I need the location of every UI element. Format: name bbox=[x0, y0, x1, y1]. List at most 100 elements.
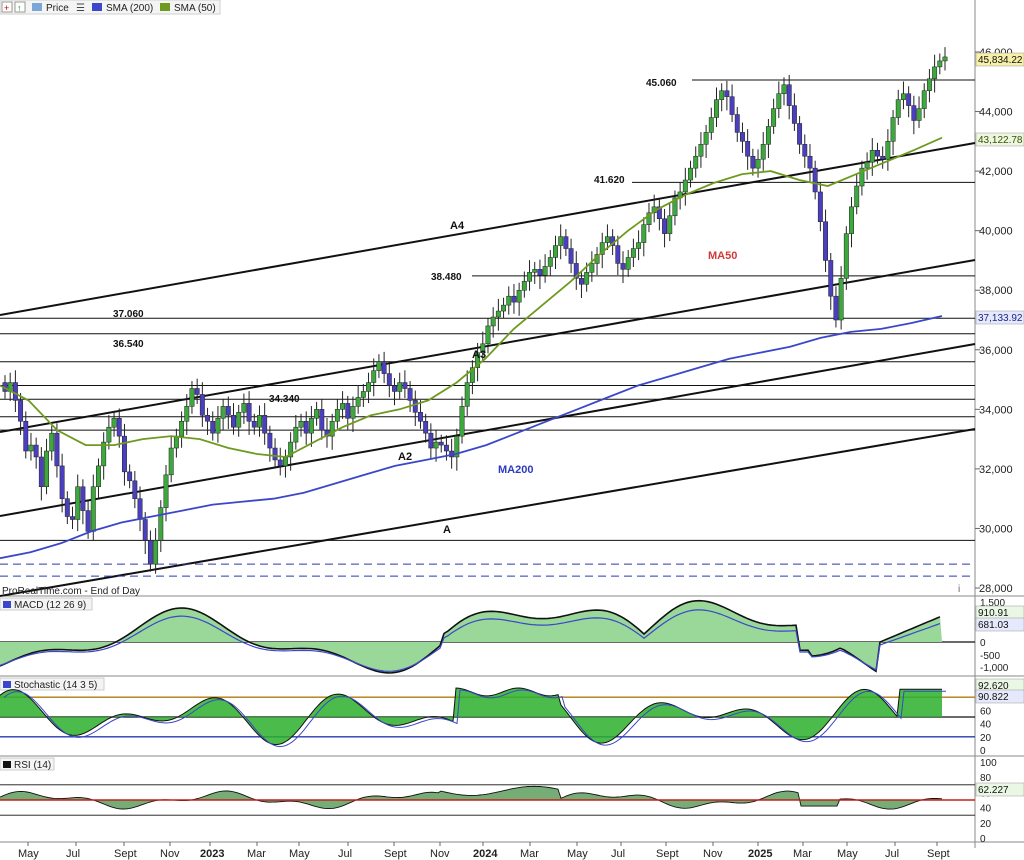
collapse-button[interactable] bbox=[1, 1, 13, 13]
candle-body bbox=[121, 435, 127, 473]
candle-body bbox=[563, 236, 569, 249]
candle-body bbox=[823, 221, 829, 261]
candle-body bbox=[791, 105, 797, 124]
candle-body bbox=[199, 394, 205, 416]
rsi-tick-label: 80 bbox=[980, 773, 992, 784]
candle-body bbox=[599, 242, 605, 255]
candle-body bbox=[443, 444, 449, 452]
candle-body bbox=[765, 126, 771, 145]
stoch-tick-label: 60 bbox=[980, 706, 992, 717]
candle-body bbox=[786, 84, 792, 106]
candle-body bbox=[282, 456, 288, 467]
candle-body bbox=[142, 519, 148, 541]
x-tick-label: Sept bbox=[384, 848, 407, 860]
candle-body bbox=[760, 144, 766, 160]
info-icon[interactable]: i bbox=[958, 584, 960, 595]
price-tick-label: 38,000 bbox=[979, 285, 1013, 297]
candle-body bbox=[688, 167, 693, 181]
candle-body bbox=[438, 441, 444, 446]
rsi-title-box bbox=[0, 757, 55, 771]
value-badges: 45,834.22 43,122.78 37,133.92 bbox=[975, 52, 1024, 325]
channel-line bbox=[0, 142, 976, 316]
candle-body bbox=[911, 105, 917, 121]
candle-body bbox=[708, 117, 714, 133]
candle-body bbox=[28, 444, 34, 452]
candle-body bbox=[54, 432, 60, 467]
legend-sma50-label[interactable]: SMA (50) bbox=[174, 3, 216, 14]
x-tick-label: Sept bbox=[114, 848, 137, 860]
candle-body bbox=[636, 242, 642, 249]
candle-body bbox=[251, 420, 257, 428]
candle-body bbox=[734, 114, 740, 133]
candle-body bbox=[630, 248, 636, 258]
candle-body bbox=[386, 373, 392, 386]
macd-tick-label: -500 bbox=[980, 651, 1000, 662]
candle-body bbox=[314, 409, 320, 419]
candle-body bbox=[771, 108, 777, 127]
candle-body bbox=[75, 486, 81, 520]
candle-body bbox=[147, 540, 153, 565]
candle-body bbox=[360, 391, 366, 398]
x-tick-label: 2025 bbox=[748, 848, 772, 860]
candle-body bbox=[153, 540, 159, 565]
x-tick-label: Jul bbox=[338, 848, 352, 860]
candle-body bbox=[96, 465, 101, 488]
legend-sma200-label[interactable]: SMA (200) bbox=[106, 3, 153, 14]
candle-body bbox=[262, 415, 268, 434]
arrow-up-icon: ↑ bbox=[17, 3, 22, 13]
x-axis: May Jul Sept Nov 2023 Mar May Jul Sept Nov 2024 Mar… bbox=[18, 842, 950, 860]
candle-body bbox=[18, 400, 24, 422]
x-tick-label: May bbox=[837, 848, 858, 860]
list-icon[interactable]: ☰ bbox=[76, 3, 85, 14]
candle-body bbox=[469, 367, 475, 383]
candle-body bbox=[604, 236, 610, 243]
candle-body bbox=[490, 316, 496, 327]
rsi-tick-label: 0 bbox=[980, 834, 986, 845]
rsi-panel: RSI (14)10080604020062.227 bbox=[0, 757, 1024, 845]
x-tick-label: Mar bbox=[793, 848, 812, 860]
candle-body bbox=[740, 132, 745, 142]
candle-body bbox=[932, 66, 938, 80]
macd-tick-label: -1,000 bbox=[980, 663, 1009, 674]
candle-body bbox=[579, 278, 584, 285]
candle-body bbox=[921, 90, 927, 109]
candle-body bbox=[459, 406, 465, 437]
price-tick-label: 44,000 bbox=[979, 107, 1013, 119]
x-tick-label: Nov bbox=[160, 848, 180, 860]
x-tick-label: May bbox=[18, 848, 39, 860]
candle-body bbox=[817, 191, 823, 222]
candle-body bbox=[662, 218, 668, 234]
candle-body bbox=[693, 155, 699, 169]
stoch-tick-label: 20 bbox=[980, 733, 992, 744]
rsi-tick-label: 40 bbox=[980, 804, 992, 815]
level-label: 34.340 bbox=[269, 394, 300, 405]
candle-body bbox=[194, 388, 200, 395]
candle-body bbox=[875, 150, 880, 157]
price-tick-label: 42,000 bbox=[979, 166, 1013, 178]
x-tick-label: Nov bbox=[703, 848, 723, 860]
candle-body bbox=[308, 418, 314, 434]
x-tick-label: 2023 bbox=[200, 848, 224, 860]
stoch-swatch bbox=[3, 681, 11, 688]
value-badge-text: 90.822 bbox=[978, 692, 1009, 703]
level-label: 38.480 bbox=[431, 272, 462, 283]
level-label: 41.620 bbox=[594, 175, 625, 186]
legend-price-label[interactable]: Price bbox=[46, 3, 69, 14]
candle-body bbox=[334, 409, 340, 422]
candle-body bbox=[854, 185, 860, 208]
candle-body bbox=[558, 236, 564, 246]
candle-body bbox=[812, 167, 818, 193]
candle-body bbox=[173, 435, 179, 449]
add-indicator-button[interactable] bbox=[14, 1, 26, 13]
candle-body bbox=[942, 56, 948, 62]
candle-body bbox=[220, 406, 226, 419]
candle-body bbox=[257, 415, 262, 428]
rsi-tick-label: 100 bbox=[980, 758, 997, 769]
candle-body bbox=[428, 432, 434, 449]
stoch-k-line bbox=[0, 687, 942, 746]
candle-body bbox=[641, 224, 647, 243]
x-tick-label: Jul bbox=[885, 848, 899, 860]
candle-body bbox=[225, 406, 231, 416]
stoch-tick-label: 0 bbox=[980, 746, 986, 757]
price-tick-label: 32,000 bbox=[979, 464, 1013, 476]
